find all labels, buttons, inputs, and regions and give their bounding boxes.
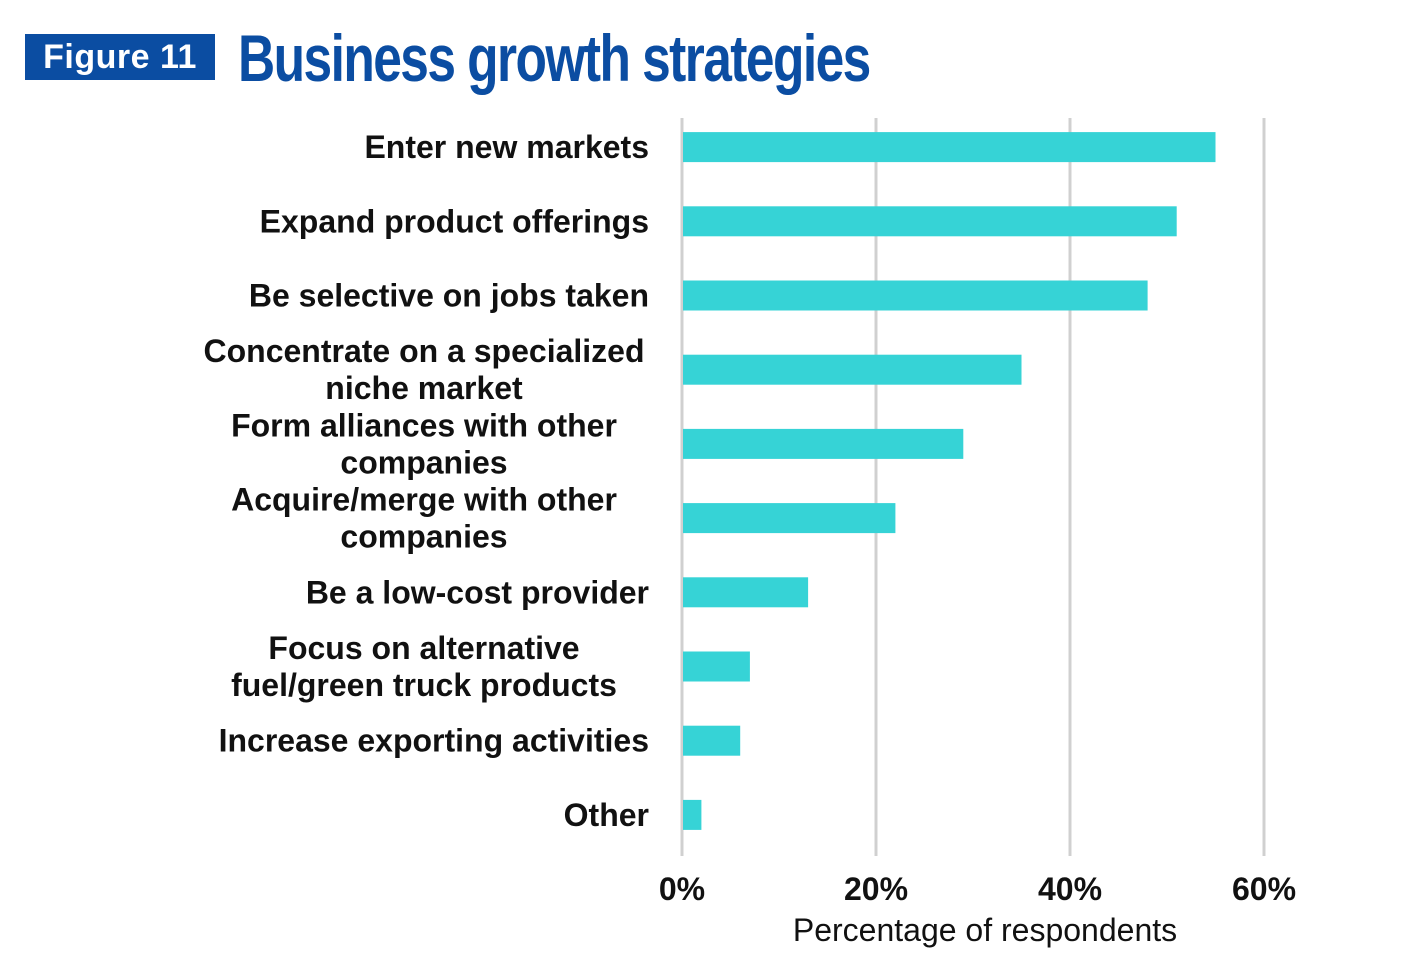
category-label-line: Concentrate on a specialized <box>203 333 644 369</box>
figure-header: Figure 11 Business growth strategies <box>0 0 1417 110</box>
category-label-line: Form alliances with other <box>231 407 617 443</box>
category-label: Concentrate on a specialized niche market <box>203 333 644 406</box>
x-tick-label: 20% <box>844 871 908 907</box>
category-label: Form alliances with other companies <box>231 407 617 480</box>
bars <box>683 132 1216 830</box>
x-tick-label: 0% <box>659 871 705 907</box>
bar <box>683 428 964 459</box>
category-label-line: niche market <box>325 370 523 406</box>
x-tick-label: 60% <box>1232 871 1296 907</box>
category-label-line: Focus on alternative <box>268 630 579 666</box>
figure-title: Business growth strategies <box>238 21 871 95</box>
bar <box>683 132 1216 163</box>
bar <box>683 280 1148 311</box>
bar <box>683 725 741 756</box>
category-label-line: fuel/green truck products <box>231 667 617 703</box>
category-label: Be a low-cost provider <box>306 574 649 610</box>
category-label-line: Enter new markets <box>364 129 649 165</box>
category-label-line: companies <box>340 444 507 480</box>
category-labels: Enter new markets Expand product offering… <box>203 129 649 833</box>
category-label-line: Be selective on jobs taken <box>249 278 649 314</box>
category-label: Focus on alternative fuel/green truck pro… <box>231 630 617 703</box>
category-label-line: Increase exporting activities <box>219 723 649 759</box>
category-label-line: Other <box>564 797 649 833</box>
category-label-line: Expand product offerings <box>260 203 649 239</box>
bar <box>683 651 750 682</box>
bar <box>683 206 1177 237</box>
category-label: Increase exporting activities <box>219 723 649 759</box>
category-label-line: Be a low-cost provider <box>306 574 649 610</box>
bar <box>683 577 809 608</box>
x-axis-ticks: 0% 20% 40% 60% <box>659 871 1296 907</box>
gridlines <box>680 118 1266 856</box>
category-label: Enter new markets <box>364 129 649 165</box>
x-tick-label: 40% <box>1038 871 1102 907</box>
category-label: Acquire/merge with other companies <box>231 482 617 555</box>
category-label-line: companies <box>340 519 507 555</box>
bar <box>683 503 896 534</box>
x-axis-title: Percentage of respondents <box>793 912 1177 948</box>
category-label: Expand product offerings <box>260 203 649 239</box>
bar <box>683 354 1022 385</box>
figure-number-badge: Figure 11 <box>25 34 215 80</box>
bar <box>683 799 702 830</box>
category-label: Other <box>564 797 649 833</box>
category-label-line: Acquire/merge with other <box>231 482 617 518</box>
category-label: Be selective on jobs taken <box>249 278 649 314</box>
